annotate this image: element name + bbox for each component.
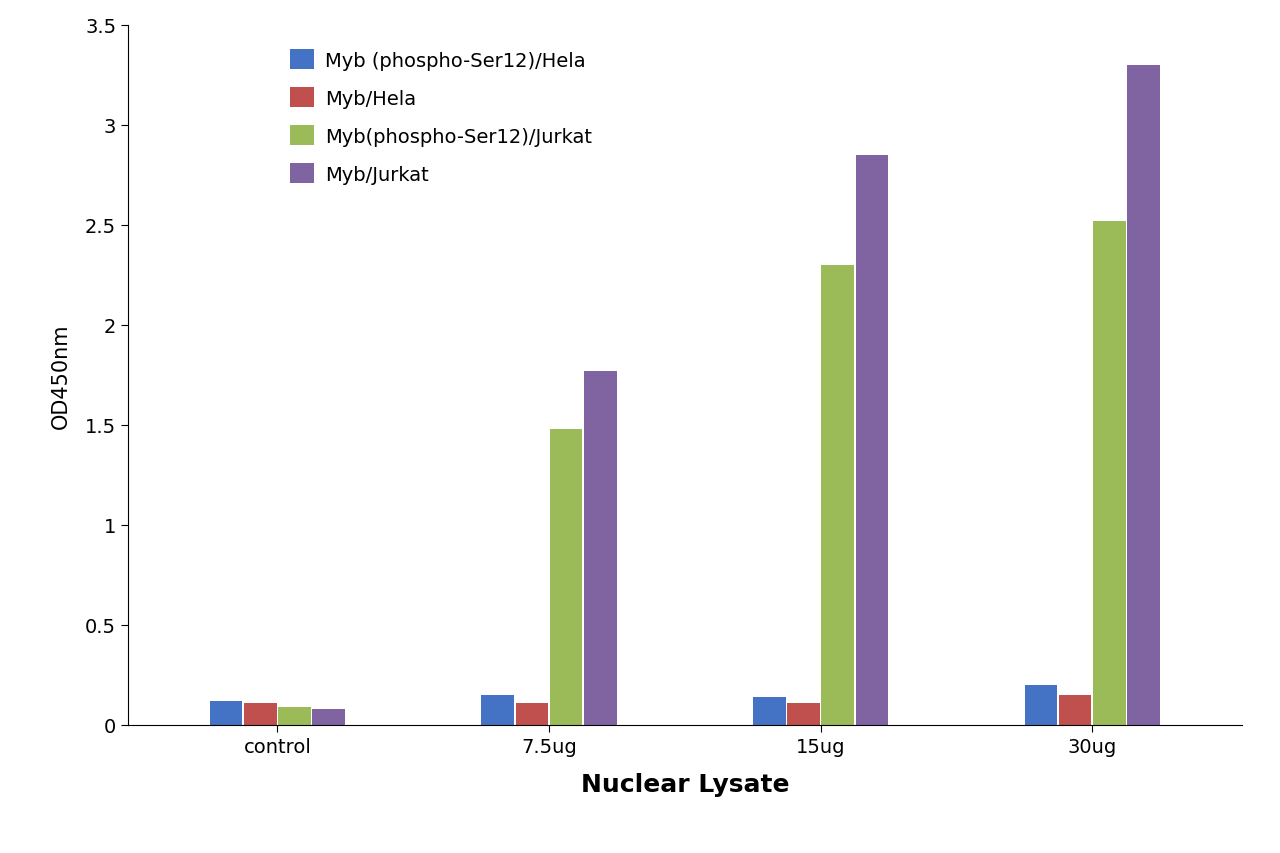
Bar [1024,685,1057,725]
Bar [210,701,242,725]
Bar [278,707,311,725]
Bar [312,709,346,725]
Bar [550,429,582,725]
Bar [1093,222,1125,725]
Bar [753,697,786,725]
Bar [822,265,854,725]
Legend: Myb (phospho-Ser12)/Hela, Myb/Hela, Myb(phospho-Ser12)/Jurkat, Myb/Jurkat: Myb (phospho-Ser12)/Hela, Myb/Hela, Myb(… [283,43,600,192]
Bar [516,703,548,725]
Bar [855,155,888,725]
Bar [244,703,276,725]
Y-axis label: OD450nm: OD450nm [51,322,72,428]
Bar [1059,695,1092,725]
Bar [787,703,819,725]
X-axis label: Nuclear Lysate: Nuclear Lysate [581,773,788,797]
Bar [1128,66,1160,725]
Bar [584,371,617,725]
Bar [481,695,515,725]
